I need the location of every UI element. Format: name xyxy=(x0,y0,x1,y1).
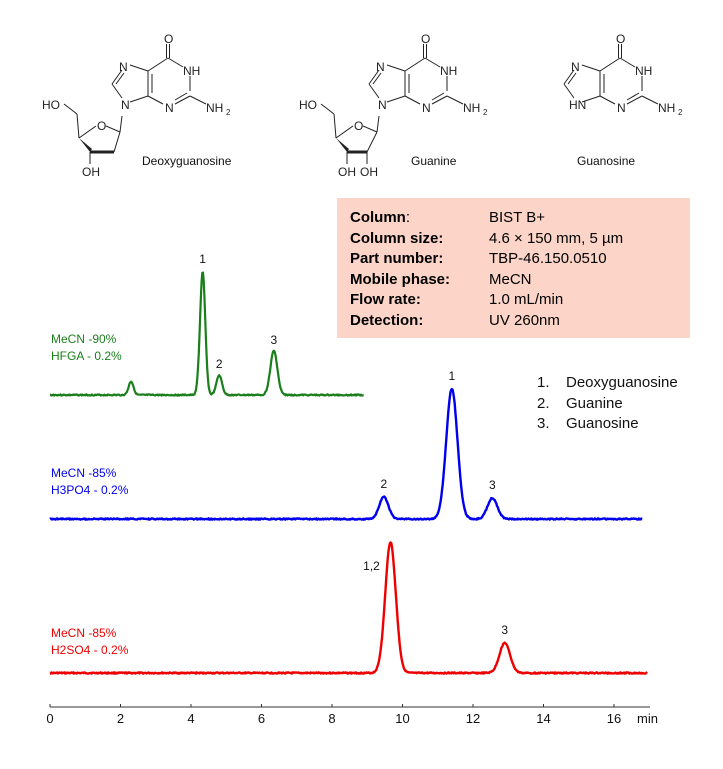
svg-text:HO: HO xyxy=(299,98,317,112)
molecule-label-deoxyguanosine: Deoxyguanosine xyxy=(142,154,232,168)
svg-text:HN: HN xyxy=(569,98,586,112)
chromatogram-trace-h2so4 xyxy=(49,541,648,675)
method-conditions-box: Column: BIST B+ Column size: 4.6 × 150 m… xyxy=(337,198,690,338)
svg-text:OH: OH xyxy=(338,165,356,179)
condition-key: Column xyxy=(350,209,406,226)
molecule-label-guanine: Guanine xyxy=(411,154,457,168)
svg-text:N: N xyxy=(376,60,385,74)
legend-name: Guanine xyxy=(566,394,623,412)
condition-value: TBP-46.150.0510 xyxy=(489,250,607,267)
trace-label-h3po4: MeCN -85% H3PO4 - 0.2% xyxy=(51,465,128,499)
trace-label-line2: H2SO4 - 0.2% xyxy=(51,643,129,657)
molecule-structures: O NH N NH 2 O HO OH xyxy=(40,31,684,181)
legend-name: Deoxyguanosine xyxy=(566,374,678,391)
x-axis-ticks xyxy=(49,704,615,707)
x-axis-tick-label: 14 xyxy=(536,711,551,726)
trace-label-h2so4: MeCN -85% H2SO4 - 0.2% xyxy=(51,625,128,659)
peak-label: 2 xyxy=(215,357,223,372)
condition-value: MeCN xyxy=(489,270,532,288)
legend-number: 3. xyxy=(537,415,550,432)
x-axis-tick-label: 6 xyxy=(257,711,266,726)
condition-key: Column size: xyxy=(350,229,444,247)
peak-label: 2 xyxy=(380,476,388,491)
peak-label: 3 xyxy=(270,332,278,347)
peak-label: 3 xyxy=(489,478,496,493)
condition-value: UV 260nm xyxy=(489,311,560,329)
svg-text:N: N xyxy=(571,60,580,74)
condition-key: Detection: xyxy=(350,311,424,329)
svg-text:O: O xyxy=(354,119,363,133)
svg-text:N: N xyxy=(121,98,130,112)
condition-key: Part number: xyxy=(350,250,444,267)
condition-key: Mobile phase: xyxy=(350,270,451,288)
legend-name: Guanosine xyxy=(566,415,639,432)
guanine-structure: N N O HO OH OH xyxy=(299,31,489,179)
x-axis-tick-label: 0 xyxy=(46,711,54,726)
legend-number: 1. xyxy=(537,374,550,391)
trace-label-line1: MeCN -85% xyxy=(51,466,117,480)
condition-value: 4.6 × 150 mm, 5 µm xyxy=(489,229,624,247)
molecule-label-guanosine: Guanosine xyxy=(577,154,636,168)
trace-label-hfga: MeCN -90% HFGA - 0.2% xyxy=(51,331,122,365)
chromatogram-trace-h3po4 xyxy=(49,387,643,521)
condition-key-suffix: : xyxy=(405,209,410,226)
x-axis-tick-label: 10 xyxy=(395,711,410,726)
legend-number: 2. xyxy=(537,394,550,412)
trace-label-line1: MeCN -90% xyxy=(51,332,117,346)
x-axis-tick-label: 16 xyxy=(606,711,622,726)
x-axis-tick-label: 4 xyxy=(187,711,195,726)
peak-label: 1 xyxy=(199,252,206,266)
condition-value: 1.0 mL/min xyxy=(489,291,564,308)
peak-label: 1 xyxy=(448,369,456,383)
svg-text:N: N xyxy=(119,60,128,74)
trace-label-line2: HFGA - 0.2% xyxy=(51,349,122,363)
svg-text:OH: OH xyxy=(360,165,378,179)
peak-label: 1,2 xyxy=(363,559,380,573)
deoxyguanosine-structure: N N xyxy=(40,31,232,181)
condition-value: BIST B+ xyxy=(489,209,546,226)
x-axis-tick-label: 12 xyxy=(465,711,481,726)
chromatogram-trace-hfga xyxy=(49,271,365,397)
x-axis-tick-label: 2 xyxy=(116,711,125,726)
guanosine-structure: HN N xyxy=(563,31,684,118)
trace-label-line1: MeCN -85% xyxy=(51,626,117,640)
svg-text:N: N xyxy=(378,98,387,112)
condition-key: Flow rate: xyxy=(350,291,421,308)
x-axis-unit-label: min xyxy=(637,711,658,726)
x-axis-tick-label: 8 xyxy=(328,711,336,726)
trace-label-line2: H3PO4 - 0.2% xyxy=(51,483,129,497)
peak-label: 3 xyxy=(501,622,509,637)
